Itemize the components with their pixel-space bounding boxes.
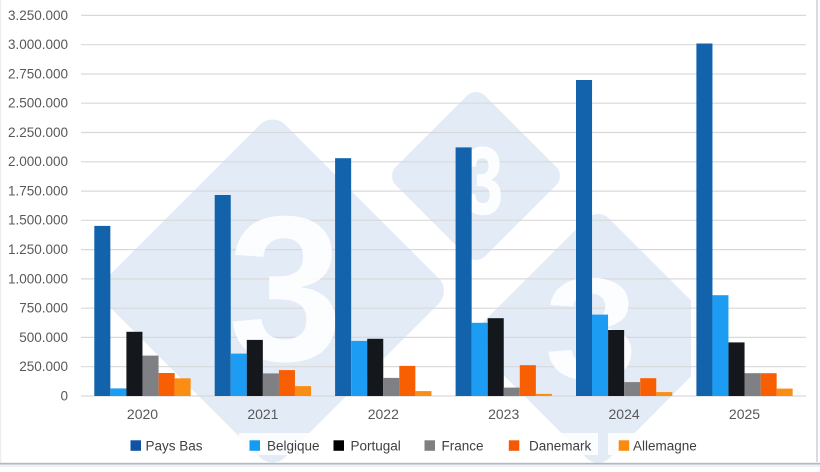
svg-text:2022: 2022 [368,406,399,422]
svg-text:1.000.000: 1.000.000 [8,271,68,286]
svg-text:2024: 2024 [609,406,640,422]
svg-text:Danemark: Danemark [529,439,592,454]
svg-text:Allemagne: Allemagne [633,439,697,454]
svg-text:2.750.000: 2.750.000 [8,66,68,81]
svg-text:250.000: 250.000 [19,359,68,374]
svg-text:1.500.000: 1.500.000 [8,213,68,228]
svg-text:2.250.000: 2.250.000 [8,125,68,140]
svg-text:500.000: 500.000 [19,330,68,345]
svg-text:Pays Bas: Pays Bas [146,439,203,454]
svg-text:3.000.000: 3.000.000 [8,37,68,52]
svg-text:Portugal: Portugal [351,439,401,454]
svg-text:0: 0 [60,388,68,403]
svg-text:2023: 2023 [488,406,519,422]
svg-text:3.250.000: 3.250.000 [8,8,68,23]
svg-text:France: France [442,439,484,454]
svg-text:2.000.000: 2.000.000 [8,154,68,169]
svg-text:1.750.000: 1.750.000 [8,184,68,199]
svg-text:2021: 2021 [247,406,278,422]
svg-text:2020: 2020 [127,406,158,422]
svg-text:Belgique: Belgique [267,439,320,454]
svg-text:2025: 2025 [729,406,760,422]
svg-text:2.500.000: 2.500.000 [8,96,68,111]
svg-text:750.000: 750.000 [19,301,68,316]
svg-text:1.250.000: 1.250.000 [8,242,68,257]
